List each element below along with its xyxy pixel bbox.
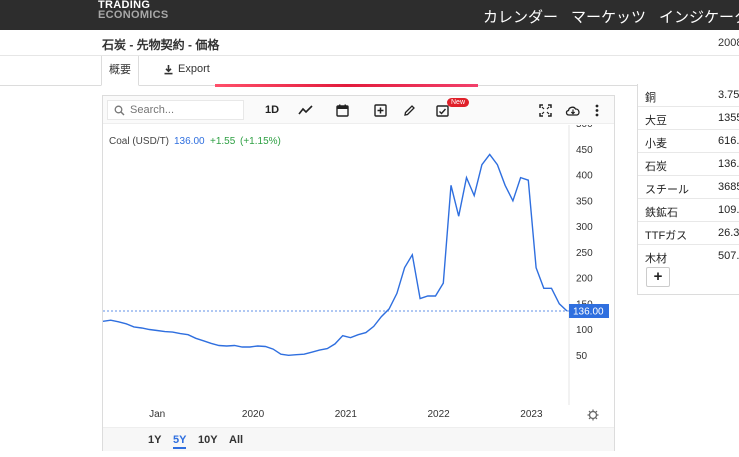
line-chart-icon <box>298 105 313 115</box>
chart-widget: 1D <box>102 95 615 451</box>
commodity-value: 26.3 <box>718 227 739 239</box>
draw-button[interactable] <box>400 101 418 119</box>
chart-search-box[interactable] <box>107 100 244 120</box>
x-tick-label: Jan <box>149 409 165 420</box>
last-price-label: 136.00 <box>573 307 604 318</box>
commodity-value: 109.0 <box>718 204 739 216</box>
chart-toolbar: 1D <box>103 96 614 124</box>
y-tick-label: 400 <box>576 171 593 182</box>
download-icon <box>164 64 173 74</box>
commodity-value: 616.6 <box>718 135 739 147</box>
trading-economics-logo[interactable]: TRADING ECONOMICS <box>98 0 169 21</box>
more-options-button[interactable] <box>590 101 604 119</box>
more-vertical-icon <box>595 104 599 116</box>
time-range-bar: 1Y 5Y 10Y All <box>103 427 614 451</box>
calendar-button[interactable] <box>333 101 351 119</box>
y-tick-label: 350 <box>576 196 593 207</box>
chart-type-button[interactable] <box>296 101 316 119</box>
interval-selector[interactable]: 1D <box>264 104 280 116</box>
x-tick-label: 2020 <box>242 409 265 420</box>
commodity-value: 507.0 <box>718 250 739 262</box>
commodities-side-panel: 銅 3.752 大豆 1355. 小麦 616.6 石炭 136.0 スチール 3685.… <box>637 84 739 295</box>
x-tick-label: 2022 <box>428 409 451 420</box>
last-price-box <box>569 304 609 318</box>
range-1y-button[interactable]: 1Y <box>148 434 162 446</box>
commodity-name: 石炭 <box>645 161 667 173</box>
chart-search-input[interactable] <box>130 104 240 116</box>
commodity-name: 大豆 <box>645 115 667 127</box>
commodity-value: 1355. <box>718 112 739 124</box>
y-tick-label: 200 <box>576 274 593 285</box>
range-5y-button[interactable]: 5Y <box>173 434 187 449</box>
y-tick-label: 100 <box>576 325 593 336</box>
tab-overview[interactable]: 概要 <box>101 56 139 86</box>
commodity-name: 銅 <box>645 92 656 104</box>
side-row-iron-ore[interactable]: 鉄鉱石 109.0 <box>638 199 739 222</box>
gear-icon <box>588 410 598 420</box>
commodity-name: 小麦 <box>645 138 667 150</box>
commodity-value: 136.0 <box>718 158 739 170</box>
commodity-value: 3.752 <box>718 89 739 101</box>
add-indicator-button[interactable] <box>371 101 389 119</box>
fullscreen-button[interactable] <box>536 101 554 119</box>
side-row-steel[interactable]: スチール 3685. <box>638 176 739 199</box>
side-row-soybeans[interactable]: 大豆 1355. <box>638 107 739 130</box>
side-row-coal[interactable]: 石炭 136.0 <box>638 153 739 176</box>
quote-change: +1.55 <box>210 136 236 147</box>
logo-line-2: ECONOMICS <box>98 9 169 21</box>
side-row-copper[interactable]: 銅 3.752 <box>638 84 739 107</box>
y-tick-label: 450 <box>576 145 593 156</box>
accent-red-bar <box>215 84 478 87</box>
y-tick-label: 50 <box>576 351 588 362</box>
nav-markets[interactable]: マーケッツ <box>571 9 647 26</box>
plot-area[interactable]: Coal (USD/T) 136.00 +1.55 (+1.15%) 50 100… <box>102 119 614 425</box>
title-bar: 石炭 - 先物契約 - 価格 2008 <box>0 30 739 56</box>
side-row-lumber[interactable]: 木材 507.0 <box>638 245 739 268</box>
price-chart[interactable]: Coal (USD/T) 136.00 +1.55 (+1.15%) 50 100… <box>102 119 614 425</box>
x-tick-label: 2021 <box>335 409 358 420</box>
x-tick-label: 2023 <box>520 409 543 420</box>
range-10y-button[interactable]: 10Y <box>198 434 218 446</box>
y-tick-label: 300 <box>576 222 593 233</box>
side-row-ttf-gas[interactable]: TTFガス 26.3 <box>638 222 739 245</box>
events-button[interactable] <box>433 101 451 119</box>
page-title: 石炭 - 先物契約 - 価格 <box>102 38 220 52</box>
commodity-value: 3685. <box>718 181 739 193</box>
range-all-button[interactable]: All <box>229 434 244 446</box>
side-row-wheat[interactable]: 小麦 616.6 <box>638 130 739 153</box>
settings-button[interactable] <box>587 409 599 421</box>
y-tick-label: 250 <box>576 248 593 259</box>
add-box-icon <box>373 103 387 117</box>
commodity-name: 鉄鉱石 <box>645 207 678 219</box>
commodity-name: TTFガス <box>645 230 688 242</box>
series-line-coal <box>102 153 568 357</box>
quote-name: Coal (USD/T) <box>109 136 169 147</box>
cloud-download-icon <box>565 106 580 116</box>
logo-line-1: TRADING <box>98 0 151 11</box>
check-calendar-icon <box>435 104 449 117</box>
quote-change-percent: (+1.15%) <box>240 136 281 147</box>
y-tick-label: 500 <box>576 125 593 130</box>
quote-price: 136.00 <box>174 136 205 147</box>
search-icon <box>114 105 125 115</box>
commodity-name: 木材 <box>645 253 667 265</box>
export-button[interactable]: Export <box>163 63 210 75</box>
download-chart-button[interactable] <box>563 101 583 119</box>
pencil-icon <box>403 104 415 116</box>
new-badge: New <box>447 98 470 107</box>
top-navigation-bar: TRADING ECONOMICS カレンダー マーケッツ インジケータ <box>0 0 739 30</box>
right-header-text: 2008 <box>718 37 739 49</box>
commodity-name: スチール <box>645 184 689 196</box>
calendar-icon <box>335 104 349 117</box>
export-label: Export <box>178 63 210 75</box>
add-commodity-button[interactable]: + <box>646 267 670 287</box>
fullscreen-icon <box>538 103 552 117</box>
tab-bar: 概要 Export <box>0 56 739 86</box>
nav-calendar[interactable]: カレンダー <box>483 9 559 26</box>
nav-indicators[interactable]: インジケータ <box>659 9 739 26</box>
